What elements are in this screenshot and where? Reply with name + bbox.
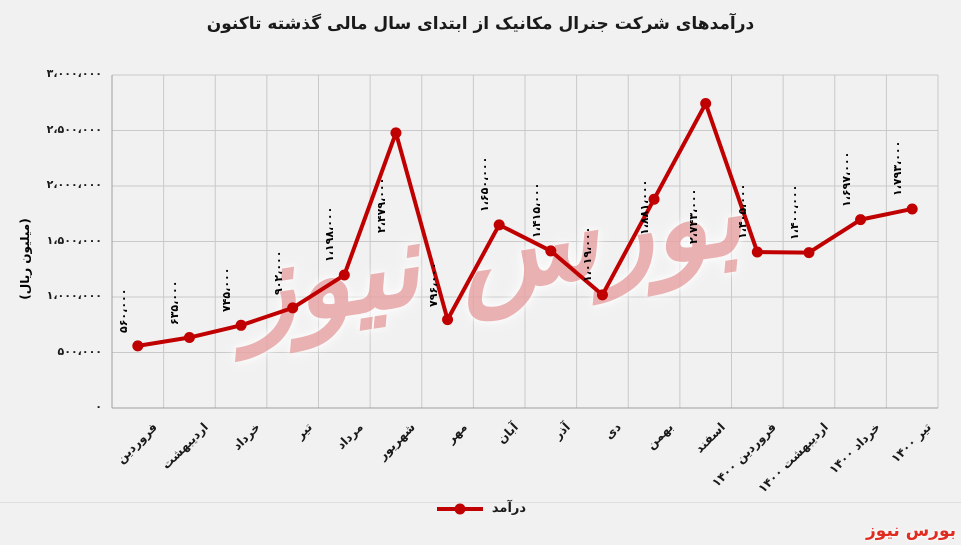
- data-value-label: ۱،۶۵۰،۰۰۰: [478, 156, 492, 212]
- data-value-label: ۶۳۵،۰۰۰: [168, 280, 182, 325]
- data-point-marker: [648, 193, 660, 205]
- legend-line-marker-icon: [436, 503, 483, 514]
- y-tick-label: ۳،۰۰۰،۰۰۰: [46, 67, 102, 80]
- legend-divider: [0, 502, 961, 503]
- data-value-label: ۱،۷۹۳،۰۰۰: [891, 140, 905, 196]
- y-tick-label: ۰: [95, 400, 102, 413]
- y-axis-title: (میلیون ریال): [18, 218, 32, 300]
- y-tick-label: ۱،۰۰۰،۰۰۰: [46, 289, 102, 302]
- data-value-label: ۵۶۰،۰۰۰: [116, 288, 130, 333]
- revenue-series-line: [137, 101, 913, 348]
- y-tick-label: ۲،۵۰۰،۰۰۰: [46, 122, 102, 136]
- chart-title: درآمدهای شرکت جنرال مکانیک از ابتدای سال…: [206, 14, 755, 34]
- data-value-label: ۱،۱۹۸،۰۰۰: [323, 206, 337, 263]
- boursnews-logo: بورس نیوز: [866, 521, 956, 541]
- data-point-marker: [700, 98, 712, 110]
- data-point-marker: [596, 289, 608, 301]
- data-value-label: ۲،۴۷۹،۰۰۰: [374, 177, 388, 233]
- data-value-label: ۹۰۲،۰۰۰: [271, 250, 285, 295]
- data-point-marker: [235, 319, 247, 331]
- data-value-label: ۲،۷۴۳،۰۰۰: [686, 188, 700, 244]
- y-tick-label: ۲،۰۰۰،۰۰۰: [46, 178, 102, 191]
- data-value-label: ۷۴۵،۰۰۰: [220, 267, 234, 313]
- data-value-label: ۱،۴۰۰،۰۰۰: [787, 184, 801, 240]
- data-value-label: ۱،۸۸۱،۰۰۰: [638, 179, 652, 236]
- data-value-label: ۱،۶۹۷،۰۰۰: [839, 151, 853, 207]
- data-point-marker: [132, 340, 144, 352]
- data-point-marker: [442, 314, 454, 326]
- data-value-label: ۱،۰۱۹،۰۰۰: [581, 226, 595, 282]
- data-point-marker: [803, 247, 815, 259]
- data-point-marker: [855, 214, 867, 226]
- data-point-marker: [493, 219, 505, 231]
- data-value-label: ۱،۴۱۵،۰۰۰: [529, 182, 543, 238]
- data-point-marker: [183, 332, 195, 344]
- y-tick-label: ۱،۵۰۰،۰۰۰: [46, 233, 102, 247]
- data-point-marker: [287, 302, 299, 314]
- data-point-marker: [751, 246, 763, 258]
- chart-legend: درآمد: [0, 501, 961, 516]
- data-point-marker: [906, 203, 918, 215]
- data-point-marker: [338, 269, 350, 281]
- data-value-label: ۷۹۶،۰۰۰: [426, 262, 440, 307]
- legend-series-label: درآمد: [491, 501, 527, 516]
- data-point-marker: [390, 127, 402, 139]
- y-tick-label: ۵۰۰،۰۰۰: [57, 344, 102, 358]
- data-point-marker: [545, 245, 557, 257]
- data-value-label: ۱،۴۰۵،۰۰۰: [736, 183, 750, 240]
